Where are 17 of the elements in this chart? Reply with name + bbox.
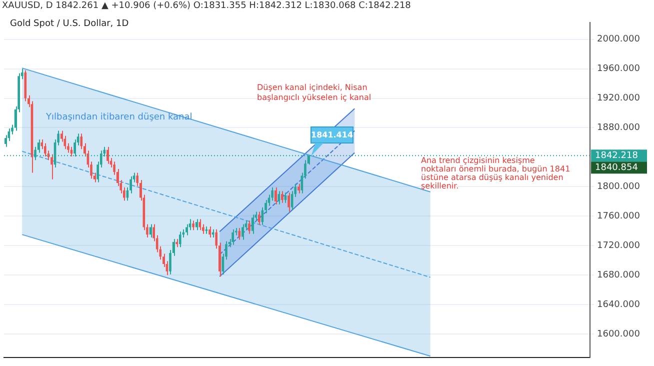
y-tick-label: 1720.000 <box>597 240 640 251</box>
y-tick-label: 2000.000 <box>597 34 640 45</box>
y-tick-label: 1800.000 <box>597 182 640 192</box>
text: 1840.854 <box>595 162 638 173</box>
chart-title: XAUUSD, D 1842.261 ▲ +10.906 (+0.6%) O:1831.355 H:1842.312 L:1830.068 C:1842.218 <box>2 0 411 13</box>
y-tick-label: 1640.000 <box>597 300 640 310</box>
ref-line-label: 1842.218 <box>595 150 638 161</box>
y-tick-label: 1600.000 <box>597 329 640 340</box>
y-tick-label: 1920.000 <box>597 94 640 104</box>
y-tick-label: 1680.000 <box>597 270 640 280</box>
annotation: Düşen kanal içindeki, Nisan başlangıclı yükselen iç kanal <box>257 83 372 102</box>
y-tick-label: 1960.000 <box>597 64 640 74</box>
annotation: 1841.414 <box>310 130 354 140</box>
chart-subtitle: Gold Spot / U.S. Dollar, 1D <box>10 19 129 29</box>
annotation: Ana trend çizgisinin kesişme noktaları önemli burada, bugün 1841 üstüne atarsa düşüş kanalı yeniden şekillenir. <box>421 156 570 191</box>
y-tick-label: 1880.000 <box>597 123 640 134</box>
y-tick-label: 1760.000 <box>597 211 640 222</box>
